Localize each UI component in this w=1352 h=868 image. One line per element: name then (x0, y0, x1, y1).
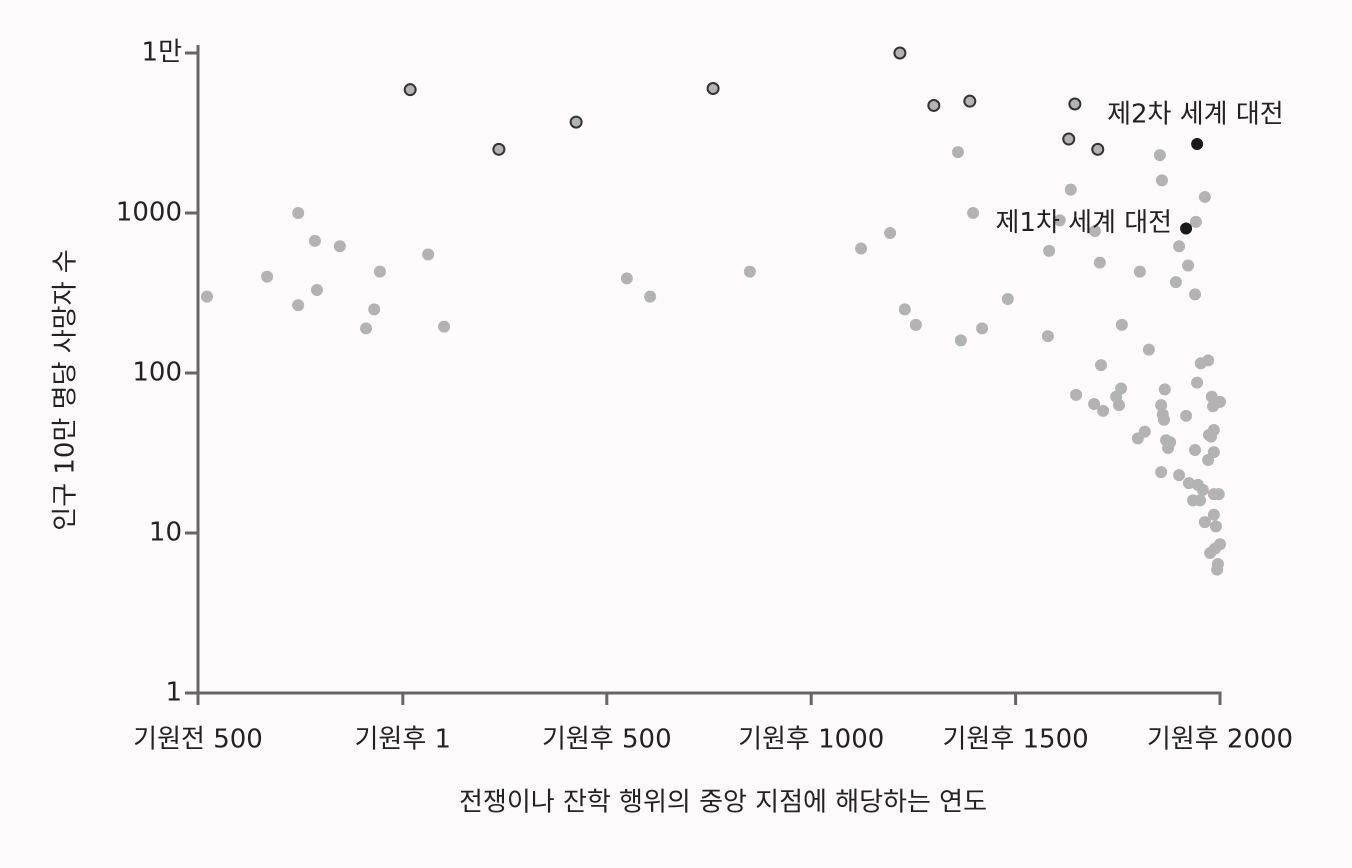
point (1191, 137, 1204, 150)
point (1198, 190, 1211, 203)
point (1207, 446, 1220, 459)
x-tick-label: 기원후 1500 (942, 725, 1088, 755)
point (200, 290, 213, 303)
point (967, 207, 980, 219)
point (1169, 276, 1182, 289)
y-tick-label: 10 (149, 518, 182, 548)
point (1053, 214, 1066, 227)
x-tick-label: 기원전 500 (133, 725, 263, 755)
point (898, 303, 911, 316)
point (1189, 444, 1202, 457)
point (1189, 288, 1202, 301)
x-tick-label: 기원후 500 (542, 725, 672, 755)
point (308, 234, 321, 247)
point (1093, 256, 1106, 269)
x-tick-label: 기원후 1000 (738, 725, 884, 755)
point (1097, 404, 1110, 417)
x-tick-label: 기원후 1 (355, 725, 452, 755)
point (1198, 516, 1211, 529)
x-axis-label: 전쟁이나 잔학 행위의 중앙 지점에 해당하는 연도 (459, 788, 987, 818)
point (1211, 558, 1224, 571)
point (1202, 354, 1215, 367)
point (1191, 376, 1204, 389)
point (1180, 222, 1193, 235)
point (706, 81, 720, 95)
point (909, 318, 922, 331)
point (1064, 183, 1077, 196)
point (333, 240, 346, 253)
point (1193, 494, 1206, 507)
point (1001, 293, 1014, 306)
point (1043, 244, 1056, 257)
point (855, 242, 868, 255)
point (1088, 398, 1101, 411)
point (1164, 436, 1177, 449)
point (1155, 174, 1168, 187)
point (360, 322, 373, 335)
point (492, 142, 506, 156)
point (373, 265, 386, 278)
point (1173, 469, 1186, 482)
point (368, 303, 381, 316)
point (1113, 399, 1126, 412)
point (1062, 132, 1076, 146)
y-tick-label: 100 (132, 358, 182, 388)
point (1180, 409, 1193, 422)
y-axis-label: 인구 10만 명당 사망자 수 (51, 249, 81, 530)
point (1155, 466, 1168, 479)
point (1182, 477, 1195, 490)
y-tick-label: 1000 (116, 198, 182, 228)
point (1209, 520, 1222, 533)
point (422, 248, 435, 261)
point (292, 207, 305, 219)
point (743, 265, 756, 278)
point (963, 94, 977, 108)
point (1189, 215, 1202, 228)
point (1133, 265, 1146, 278)
point (644, 290, 657, 303)
y-tick-label: 1 (165, 678, 182, 708)
point (884, 226, 897, 239)
point (1214, 395, 1226, 408)
point (1070, 388, 1083, 401)
point (1157, 413, 1170, 426)
point (403, 83, 417, 97)
point (1173, 240, 1186, 253)
point (951, 146, 964, 159)
point (438, 320, 451, 333)
point (1153, 149, 1166, 162)
point (893, 46, 907, 60)
point (1138, 425, 1151, 438)
point-annotation: 제2차 세계 대전 (1107, 99, 1284, 129)
point (1205, 430, 1218, 443)
point (1095, 359, 1108, 372)
point (1115, 382, 1128, 395)
point-annotation: 제1차 세계 대전 (995, 208, 1172, 238)
point (1041, 330, 1054, 343)
point (954, 334, 967, 347)
point (569, 115, 583, 129)
point (1182, 259, 1195, 272)
point (1212, 488, 1225, 501)
point (1142, 343, 1155, 356)
x-tick-label: 기원후 2000 (1147, 725, 1293, 755)
point (292, 299, 305, 312)
point (1207, 508, 1220, 521)
point (976, 322, 989, 335)
point (1196, 483, 1209, 496)
point (1091, 142, 1105, 156)
point (1155, 399, 1168, 412)
y-tick-label: 1만 (142, 38, 182, 68)
point (1068, 97, 1082, 111)
point (1158, 383, 1171, 396)
point (261, 270, 274, 283)
point (1115, 318, 1128, 331)
point (927, 98, 941, 112)
point (620, 272, 633, 285)
point (310, 284, 323, 297)
point (1214, 538, 1226, 551)
point (1088, 225, 1101, 238)
